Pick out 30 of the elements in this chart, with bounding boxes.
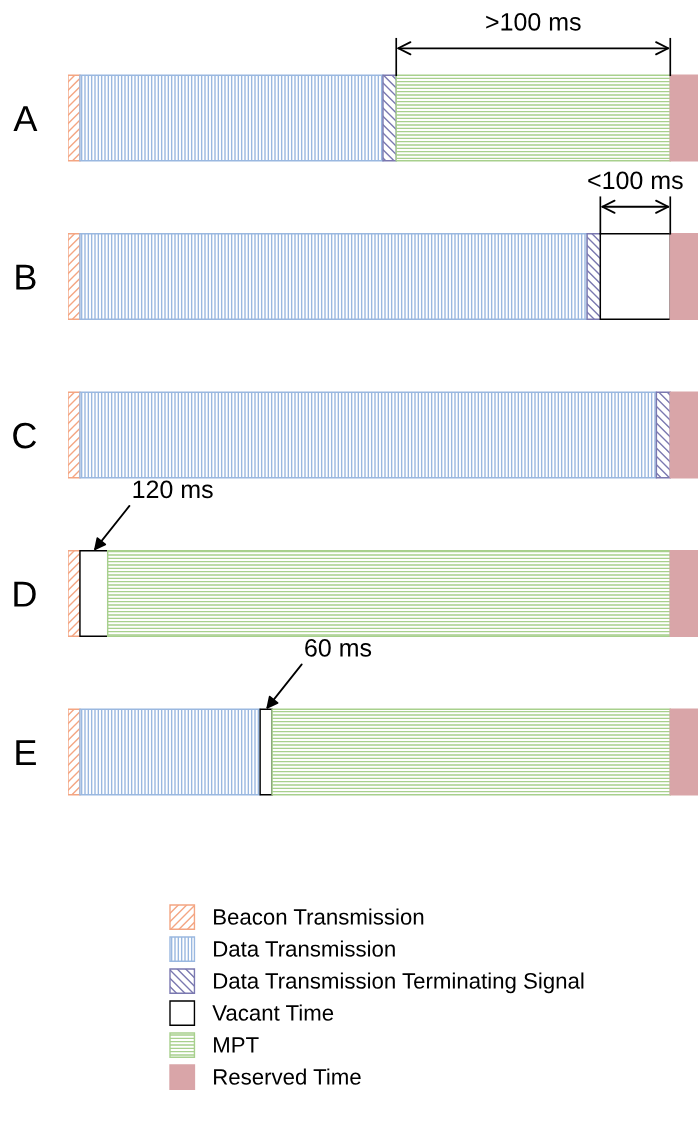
bar <box>669 391 698 479</box>
annotation: <100 ms <box>588 171 683 190</box>
bar <box>669 550 698 637</box>
bar <box>395 74 671 162</box>
bar <box>79 708 261 796</box>
y-tick-label: A <box>13 106 38 132</box>
bar <box>669 74 698 162</box>
bar <box>79 233 588 320</box>
bar <box>586 233 602 320</box>
annotation: 60 ms <box>305 639 372 657</box>
bar <box>79 391 658 479</box>
legend-label: Data Transmission Terminating Signal <box>214 972 584 994</box>
legend-label: MPT <box>214 1037 259 1053</box>
bar <box>669 708 698 796</box>
bar <box>382 74 397 162</box>
annotation: 120 ms <box>133 480 213 499</box>
legend-label: Data Transmission <box>214 940 395 957</box>
text: >100 ms <box>486 12 581 31</box>
legend-label: Vacant Time <box>212 1004 334 1021</box>
bar <box>669 233 698 320</box>
y-tick-label: D <box>14 581 36 607</box>
y-tick-label: B <box>16 264 36 290</box>
bar <box>106 550 671 637</box>
y-tick-label: C <box>13 422 37 449</box>
y-tick-label: E <box>16 740 36 766</box>
legend-label: Beacon Transmission <box>214 908 424 925</box>
bar <box>271 708 671 796</box>
bar <box>655 391 671 479</box>
bar <box>79 74 384 162</box>
legend-label: Reserved Time <box>214 1068 361 1085</box>
